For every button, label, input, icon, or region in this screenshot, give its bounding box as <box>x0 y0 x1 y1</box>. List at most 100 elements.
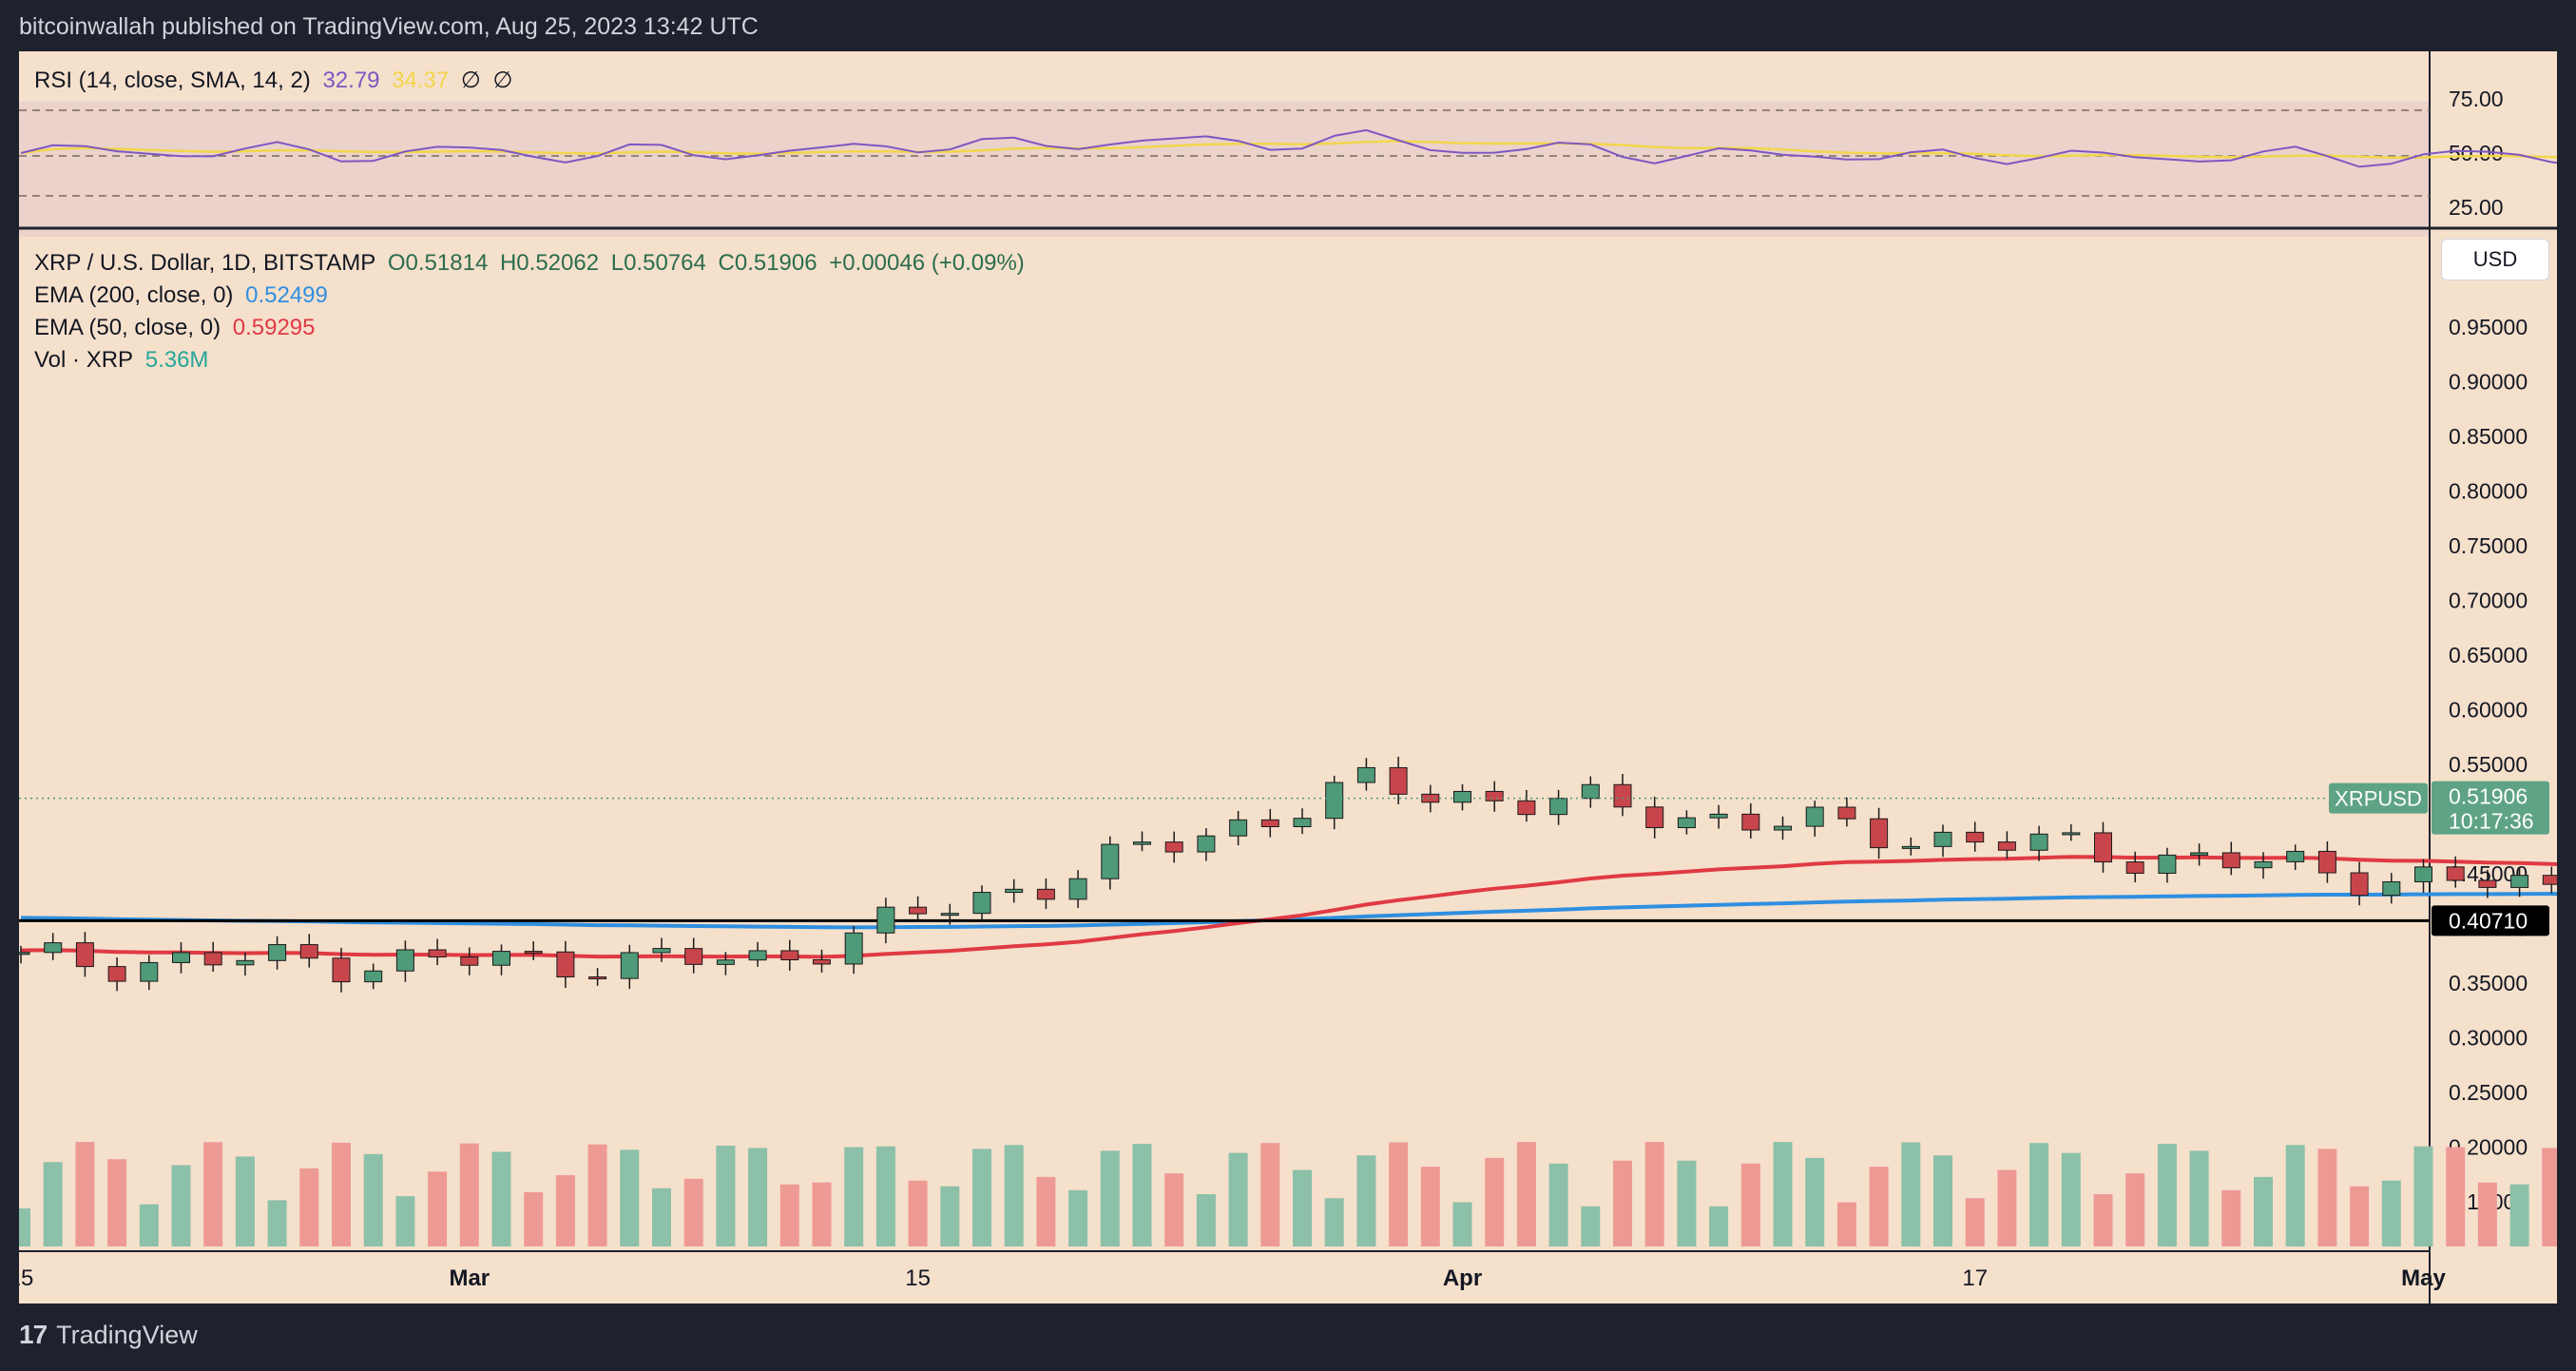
candle[interactable] <box>1709 813 1728 819</box>
candle[interactable] <box>1805 806 1824 827</box>
candle[interactable] <box>268 944 287 961</box>
candle[interactable] <box>492 951 510 966</box>
candle[interactable] <box>1197 835 1216 853</box>
candle[interactable] <box>2414 866 2432 882</box>
brand-name[interactable]: TradingView <box>56 1320 198 1349</box>
candle[interactable] <box>44 942 63 954</box>
candle[interactable] <box>332 957 351 983</box>
candle[interactable] <box>1036 888 1055 900</box>
candle[interactable] <box>1293 818 1312 827</box>
candle[interactable] <box>1741 813 1760 831</box>
candle[interactable] <box>107 966 126 982</box>
candle[interactable] <box>395 949 414 972</box>
candle[interactable] <box>19 952 30 956</box>
candle[interactable] <box>2254 860 2273 869</box>
candle[interactable] <box>1997 841 2016 851</box>
candle[interactable] <box>2094 832 2112 863</box>
bar-countdown: 10:17:36 <box>2449 809 2534 834</box>
rsi-extra-2: ∅ <box>492 68 513 93</box>
candle[interactable] <box>2062 832 2081 836</box>
candle[interactable] <box>2446 866 2465 881</box>
candle[interactable] <box>1901 845 1920 849</box>
candle[interactable] <box>524 951 543 955</box>
candle[interactable] <box>1613 783 1632 808</box>
candle[interactable] <box>1005 888 1024 894</box>
volume-bar <box>1324 1198 1344 1246</box>
candle[interactable] <box>140 961 159 982</box>
volume-bar <box>2317 1149 2337 1246</box>
candle[interactable] <box>1549 798 1568 816</box>
candle[interactable] <box>172 952 190 963</box>
candle[interactable] <box>844 932 863 965</box>
candle[interactable] <box>1677 817 1696 829</box>
candle[interactable] <box>620 952 639 979</box>
candle[interactable] <box>1485 790 1504 801</box>
candle[interactable] <box>940 913 959 917</box>
ema50-label[interactable]: EMA (50, close, 0) <box>34 315 221 340</box>
candle[interactable] <box>2221 852 2240 869</box>
candle[interactable] <box>2510 875 2529 888</box>
candle[interactable] <box>1870 818 1889 849</box>
rsi-band <box>19 102 2430 237</box>
candle[interactable] <box>1966 831 1985 843</box>
candle[interactable] <box>1356 766 1375 783</box>
candle[interactable] <box>2542 875 2557 885</box>
candle[interactable] <box>2286 850 2305 862</box>
candle[interactable] <box>972 892 991 915</box>
candle[interactable] <box>460 956 479 966</box>
candle[interactable] <box>780 950 799 961</box>
candle[interactable] <box>1260 819 1279 827</box>
symbol-label[interactable]: XRP / U.S. Dollar, 1D, BITSTAMP <box>34 250 376 276</box>
candle[interactable] <box>1068 878 1087 900</box>
candle[interactable] <box>203 952 222 966</box>
candle[interactable] <box>1581 783 1600 800</box>
candle[interactable] <box>75 942 94 968</box>
candle[interactable] <box>2125 861 2144 874</box>
time-tick-label: 15 <box>19 1265 33 1291</box>
candle[interactable] <box>1645 806 1664 829</box>
candle[interactable] <box>1453 790 1471 803</box>
candle[interactable] <box>2382 880 2401 897</box>
candle[interactable] <box>813 959 831 965</box>
rsi-line <box>20 128 2557 168</box>
candle[interactable] <box>1774 825 1792 831</box>
candle[interactable] <box>1421 793 1440 803</box>
candle[interactable] <box>2350 872 2369 897</box>
candle[interactable] <box>1325 782 1344 820</box>
ema200-value: 0.52499 <box>245 282 328 308</box>
candle[interactable] <box>716 959 735 965</box>
ema200-label[interactable]: EMA (200, close, 0) <box>34 282 234 308</box>
candle[interactable] <box>2158 854 2177 874</box>
candle[interactable] <box>2317 850 2336 874</box>
candle[interactable] <box>588 976 607 980</box>
volume-label[interactable]: Vol · XRP <box>34 347 134 373</box>
candle[interactable] <box>1164 841 1183 853</box>
candle[interactable] <box>909 906 928 915</box>
candle[interactable] <box>1229 819 1248 837</box>
chart-svg[interactable]: 0.95000 0.90000 0.85000 0.80000 0.75000 0.700… <box>19 51 2557 1303</box>
candle[interactable] <box>1133 841 1151 845</box>
currency-button[interactable]: USD <box>2441 239 2549 280</box>
chart-area[interactable]: 0.95000 0.90000 0.85000 0.80000 0.75000 0.700… <box>19 51 2557 1303</box>
candle[interactable] <box>652 948 671 954</box>
high-value: H0.52062 <box>499 250 600 276</box>
candle[interactable] <box>428 949 447 958</box>
candle[interactable] <box>364 970 383 983</box>
candle[interactable] <box>556 951 575 978</box>
volume-bar <box>1613 1160 1632 1246</box>
volume-bar <box>1452 1202 1472 1246</box>
candle[interactable] <box>876 906 895 934</box>
candle[interactable] <box>2029 833 2048 851</box>
candle[interactable] <box>684 948 703 965</box>
candle[interactable] <box>748 950 767 961</box>
candle[interactable] <box>1517 800 1536 816</box>
candle[interactable] <box>1837 806 1856 820</box>
candle[interactable] <box>2190 852 2209 856</box>
candle[interactable] <box>236 959 255 966</box>
candle[interactable] <box>1101 843 1120 879</box>
candle[interactable] <box>1933 831 1952 847</box>
candle[interactable] <box>299 944 318 959</box>
candle[interactable] <box>2478 879 2497 888</box>
candle[interactable] <box>1389 766 1408 795</box>
tradingview-logo-icon[interactable]: 17 <box>19 1320 48 1349</box>
